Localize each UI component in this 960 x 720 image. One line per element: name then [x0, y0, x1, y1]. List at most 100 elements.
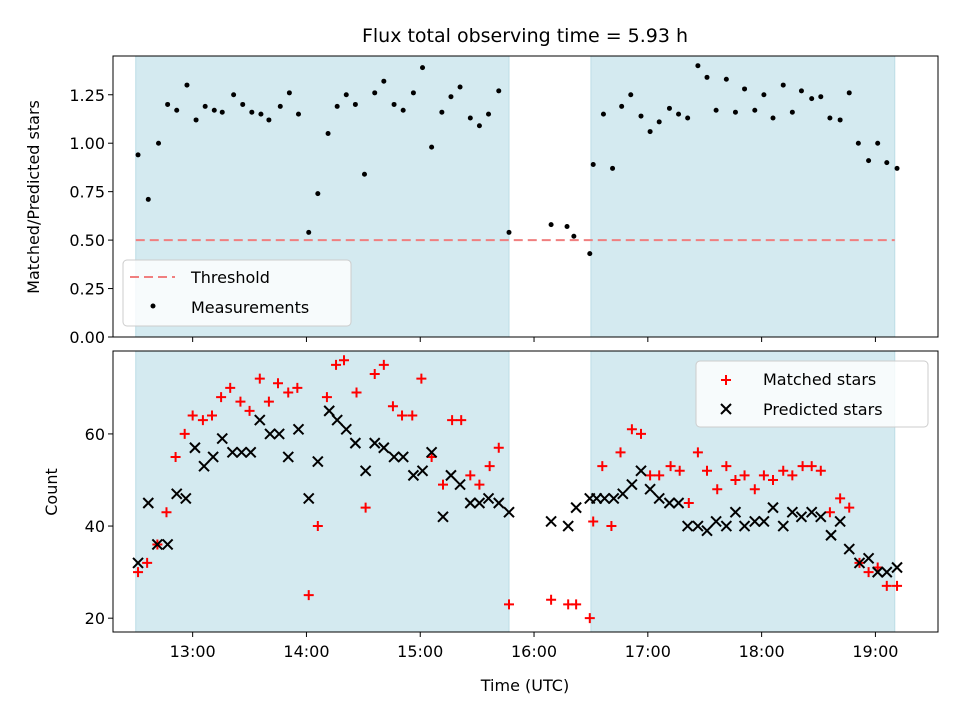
measurements-point: [219, 109, 225, 115]
matched-stars-point: [721, 461, 732, 472]
measurements-point: [590, 162, 596, 168]
predicted-stars-point: [482, 492, 495, 505]
predicted-stars-point: [171, 488, 183, 500]
predicted-stars-point: [862, 552, 875, 565]
predicted-stars-point: [545, 515, 557, 528]
matched-stars-point: [892, 580, 903, 591]
predicted-stars-point: [562, 520, 574, 532]
measurements-point: [704, 74, 710, 80]
matched-stars-point: [683, 498, 694, 509]
matched-stars-point: [216, 392, 227, 403]
measurements-point: [752, 107, 758, 113]
predicted-stars-point: [805, 506, 818, 518]
predicted-stars-point: [843, 543, 855, 555]
count-panel: 20 40 60 13:00 14:00 15:00 16:00 17:00 18:00 19:0…: [42, 350, 939, 695]
measurements-point: [400, 107, 406, 113]
predicted-stars-point: [777, 520, 789, 532]
matched-stars-point: [369, 369, 380, 380]
predicted-stars-point: [871, 566, 884, 578]
predicted-stars-point: [815, 511, 827, 523]
matched-stars-point: [787, 470, 798, 481]
predicted-stars-point: [378, 442, 390, 454]
matched-legend-label: Matched stars: [763, 370, 876, 389]
x-tick-label: 15:00: [397, 642, 443, 661]
matched-stars-point: [465, 470, 476, 481]
predicted-stars-point: [825, 529, 837, 541]
predicted-stars-point: [369, 437, 381, 449]
count-shaded-interval: [135, 351, 510, 632]
measurements-point: [564, 224, 570, 230]
count-y-tick-label: 20: [85, 609, 105, 628]
matched-stars-point: [254, 373, 265, 384]
matched-stars-point: [692, 447, 703, 458]
measurements-point: [467, 115, 473, 121]
measurements-point: [894, 165, 900, 171]
measurements-point: [439, 109, 445, 115]
matched-stars-point: [588, 516, 599, 527]
matched-stars-point: [312, 521, 323, 532]
predicted-stars-point: [180, 492, 192, 505]
measurements-point: [372, 90, 378, 96]
predicted-stars-point: [407, 469, 420, 482]
predicted-stars-point: [738, 520, 751, 532]
matched-stars-point: [378, 359, 389, 370]
matched-stars-point: [331, 359, 342, 370]
predicted-stars-point: [767, 501, 779, 514]
predicted-stars-point: [359, 465, 372, 477]
matched-stars-point: [387, 401, 398, 412]
matched-stars-point: [636, 428, 646, 439]
measurements-point: [448, 94, 454, 100]
predicted-stars-point: [891, 561, 903, 574]
matched-stars-point: [438, 479, 448, 490]
measurements-point: [676, 111, 682, 117]
measurements-point: [165, 101, 171, 107]
predicted-stars-point: [254, 414, 266, 426]
measurements-point: [506, 229, 512, 235]
matched-stars-point: [597, 461, 608, 472]
predicted-stars-point: [617, 488, 629, 500]
predicted-stars-point: [473, 497, 486, 509]
measurements-point: [713, 107, 719, 113]
matched-stars-point: [397, 410, 408, 421]
predicted-stars-point: [273, 428, 285, 440]
count-plot-frame: [112, 350, 939, 633]
predicted-stars-point: [198, 460, 210, 472]
measurements-point: [277, 103, 283, 109]
predicted-stars-point: [834, 515, 846, 528]
ratio-y-tick-label: 0.25: [69, 280, 105, 299]
matched-stars-point: [273, 378, 283, 389]
x-tick-label: 18:00: [739, 642, 785, 661]
predicted-stars-point: [749, 515, 761, 528]
ratio-panel: 0.00 0.25 0.50 0.75 1.00 1.25 Matched/Predict…: [24, 55, 939, 347]
matched-stars-point: [806, 461, 817, 472]
matched-stars-point: [615, 447, 626, 458]
predicted-stars-point: [244, 446, 257, 459]
predicted-stars-point: [503, 506, 515, 518]
matched-stars-point: [207, 410, 217, 421]
predicted-stars-point: [653, 492, 665, 505]
predicted-stars-point: [331, 414, 343, 426]
measurements-point: [352, 101, 358, 107]
measurements-point: [685, 115, 691, 121]
predicted-stars-point: [235, 446, 248, 459]
predicted-stars-point: [493, 497, 505, 509]
predicted-stars-point: [795, 511, 808, 523]
matched-stars-point: [447, 415, 458, 426]
matched-stars-point: [339, 355, 349, 366]
measurements-point: [258, 111, 264, 117]
matched-stars-point: [730, 474, 741, 485]
predicted-stars-point: [323, 405, 335, 417]
measurements-point: [647, 129, 653, 135]
predicted-legend-label: Predicted stars: [763, 400, 883, 419]
x-tick-label: 19:00: [852, 642, 898, 661]
measurements-point: [266, 117, 272, 123]
matched-stars-point: [863, 567, 874, 578]
measurements-point: [571, 233, 577, 239]
matched-stars-point: [571, 599, 582, 610]
matched-stars-point: [321, 392, 332, 403]
matched-stars-point: [292, 382, 303, 393]
predicted-stars-point: [681, 520, 694, 532]
measurements-point: [486, 111, 492, 117]
matched-stars-point: [263, 396, 274, 407]
measurements-point: [656, 119, 662, 125]
